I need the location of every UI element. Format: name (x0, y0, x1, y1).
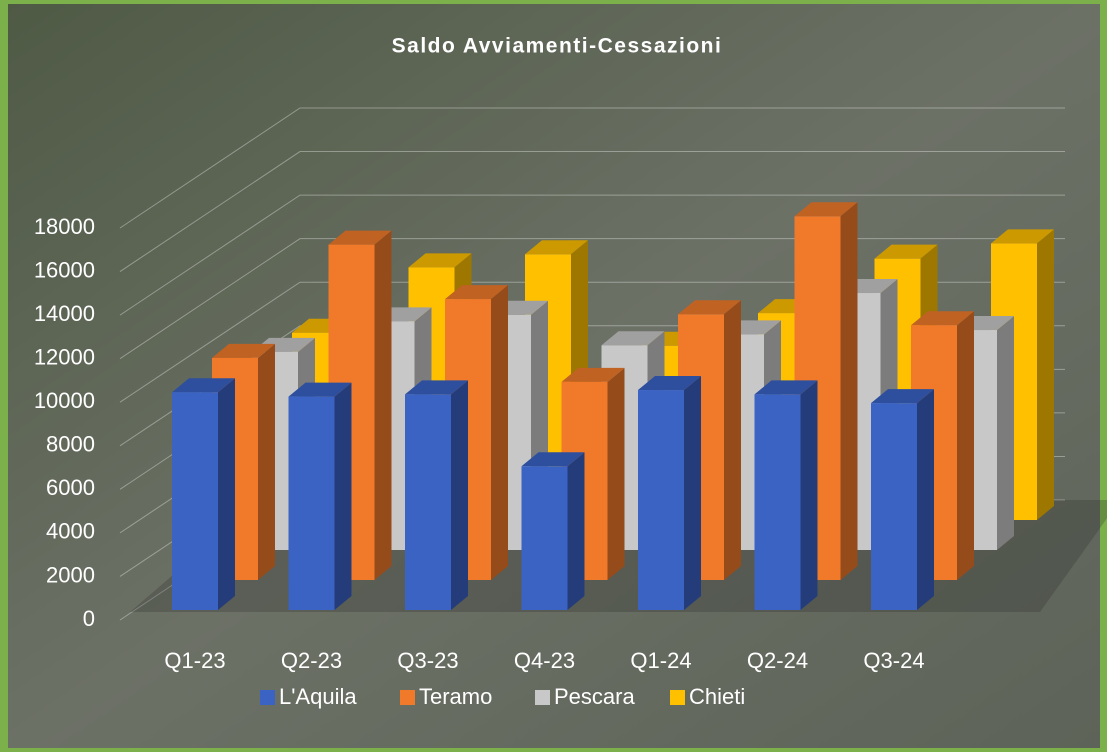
y-tick-label: 18000 (34, 214, 95, 239)
grid-line (119, 151, 1065, 272)
x-tick-label: Q4-23 (514, 648, 575, 673)
bar-top (561, 367, 625, 382)
x-tick-label: Q2-23 (281, 648, 342, 673)
legend-label: Pescara (554, 684, 635, 709)
x-tick-label: Q3-24 (863, 648, 924, 673)
y-tick-label: 16000 (34, 257, 95, 282)
bar-side (567, 452, 585, 610)
bar (288, 396, 335, 610)
bar-top (408, 253, 472, 268)
legend-swatch (535, 690, 550, 705)
y-tick-label: 14000 (34, 301, 95, 326)
bar-side (917, 389, 934, 610)
bar-top (445, 285, 508, 300)
bar (405, 394, 451, 610)
grid-line (119, 107, 1065, 229)
bar-top (288, 382, 352, 397)
legend-swatch (400, 690, 415, 705)
bar-top (601, 331, 665, 346)
y-tick-label: 4000 (46, 519, 95, 544)
bar-side (840, 202, 858, 581)
bar-side (334, 382, 352, 610)
bar-side (684, 376, 701, 610)
bar-side (451, 380, 468, 610)
bar-top (212, 343, 275, 358)
y-tick-label: 0 (83, 606, 95, 631)
y-tick-label: 2000 (46, 562, 95, 587)
bar-top (874, 244, 938, 259)
bar-top (991, 229, 1054, 244)
bar-side (607, 367, 625, 580)
bar-top (172, 378, 235, 393)
legend-swatch (260, 690, 275, 705)
x-tick-label: Q1-24 (630, 648, 691, 673)
bar-top (678, 300, 741, 315)
bar-top (638, 376, 701, 391)
bar-top (911, 311, 974, 326)
bar-top (871, 389, 934, 404)
bar-top (405, 380, 468, 395)
bar (172, 392, 218, 610)
legend-label: Teramo (419, 684, 492, 709)
bar-top (328, 230, 392, 245)
bar-top (754, 380, 818, 395)
legend-label: Chieti (689, 684, 745, 709)
y-tick-label: 6000 (46, 475, 95, 500)
x-tick-label: Q3-23 (397, 648, 458, 673)
bar-top (521, 452, 585, 467)
bar-top (525, 240, 588, 255)
bar-side (491, 285, 508, 580)
bar (871, 403, 917, 610)
bar-side (258, 343, 275, 580)
bar-side (374, 230, 392, 580)
y-tick-label: 8000 (46, 432, 95, 457)
x-tick-label: Q1-23 (164, 648, 225, 673)
chart-title: Saldo Avviamenti-Cessazioni (392, 35, 723, 58)
bar-side (218, 378, 235, 610)
bar-side (724, 300, 741, 580)
legend-swatch (670, 690, 685, 705)
bar (754, 394, 801, 610)
y-tick-label: 10000 (34, 388, 95, 413)
bar-top (794, 202, 858, 217)
bar-side (1037, 229, 1054, 520)
grid-line (119, 194, 1065, 316)
y-tick-label: 12000 (34, 344, 95, 369)
bar-side (957, 311, 974, 580)
bar (521, 466, 568, 610)
x-tick-label: Q2-24 (747, 648, 808, 673)
bar (638, 390, 684, 610)
bar-side (997, 316, 1014, 550)
legend-label: L'Aquila (279, 684, 357, 709)
bar-side (800, 380, 818, 610)
